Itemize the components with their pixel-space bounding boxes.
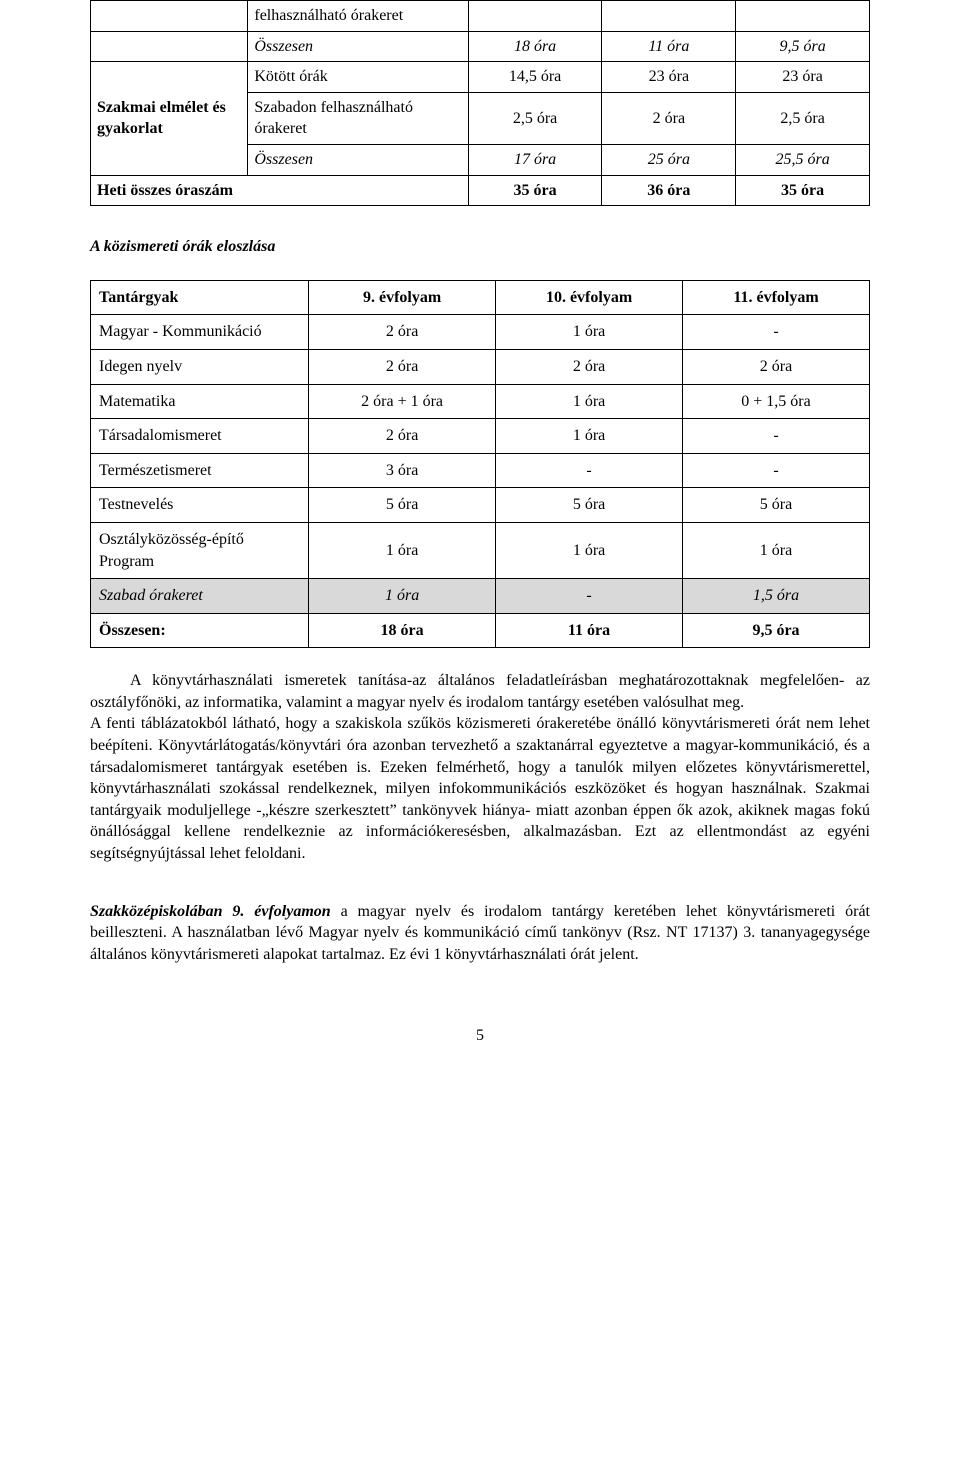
cell-value: 11 óra xyxy=(602,31,736,62)
cell-value: 5 óra xyxy=(683,488,870,523)
col-header: 9. évfolyam xyxy=(309,280,496,315)
body-paragraph-2: A fenti táblázatokból látható, hogy a sz… xyxy=(90,713,870,864)
cell-value: 17 óra xyxy=(468,144,602,175)
cell-value: 35 óra xyxy=(736,175,870,206)
page-number: 5 xyxy=(90,1025,870,1047)
cell-value: 5 óra xyxy=(496,488,683,523)
body-paragraph-3: Szakközépiskolában 9. évfolyamon a magya… xyxy=(90,901,870,966)
cell-value: 3 óra xyxy=(309,453,496,488)
cell-value: 1 óra xyxy=(496,419,683,454)
cell-value: 5 óra xyxy=(309,488,496,523)
subjects-hours-table: Tantárgyak 9. évfolyam 10. évfolyam 11. … xyxy=(90,280,870,649)
cell-value: 1 óra xyxy=(309,579,496,614)
hours-summary-table: felhasználható órakeret Összesen 18 óra … xyxy=(90,0,870,206)
cell-value: 9,5 óra xyxy=(683,613,870,648)
table-row: Testnevelés 5 óra 5 óra 5 óra xyxy=(91,488,870,523)
cell-value: - xyxy=(496,579,683,614)
cell-value: 25 óra xyxy=(602,144,736,175)
table-row: Szakmai elmélet és gyakorlat Kötött órák… xyxy=(91,62,870,93)
cell-row-header: Heti összes óraszám xyxy=(91,175,469,206)
cell-subject: Magyar - Kommunikáció xyxy=(91,315,309,350)
col-header: 10. évfolyam xyxy=(496,280,683,315)
cell-empty xyxy=(91,1,248,32)
cell-value: 2 óra xyxy=(602,92,736,144)
cell-label: felhasználható órakeret xyxy=(248,1,468,32)
cell-value: - xyxy=(496,453,683,488)
cell-value: - xyxy=(683,453,870,488)
cell-subject: Összesen: xyxy=(91,613,309,648)
table-header-row: Tantárgyak 9. évfolyam 10. évfolyam 11. … xyxy=(91,280,870,315)
cell-value: 25,5 óra xyxy=(736,144,870,175)
cell-value: 2 óra + 1 óra xyxy=(309,384,496,419)
cell-value: 36 óra xyxy=(602,175,736,206)
cell-subject: Természetismeret xyxy=(91,453,309,488)
cell-value: 1 óra xyxy=(683,522,870,578)
cell-value: 23 óra xyxy=(736,62,870,93)
cell-value: 14,5 óra xyxy=(468,62,602,93)
table-row: felhasználható órakeret xyxy=(91,1,870,32)
cell-value: 1,5 óra xyxy=(683,579,870,614)
cell-subject: Idegen nyelv xyxy=(91,349,309,384)
table-row: Társadalomismeret 2 óra 1 óra - xyxy=(91,419,870,454)
cell-value: 2 óra xyxy=(496,349,683,384)
cell-value: - xyxy=(683,315,870,350)
cell-subject: Matematika xyxy=(91,384,309,419)
cell-label: Összesen xyxy=(248,31,468,62)
cell-value: 9,5 óra xyxy=(736,31,870,62)
cell-value: 35 óra xyxy=(468,175,602,206)
table-row-free-hours: Szabad órakeret 1 óra - 1,5 óra xyxy=(91,579,870,614)
cell-label: Kötött órák xyxy=(248,62,468,93)
paragraph-lead: Szakközépiskolában 9. évfolyamon xyxy=(90,903,331,920)
table-row-totals: Összesen: 18 óra 11 óra 9,5 óra xyxy=(91,613,870,648)
cell-subject: Osztályközösség-építő Program xyxy=(91,522,309,578)
cell-value: 1 óra xyxy=(496,315,683,350)
cell-value: - xyxy=(683,419,870,454)
cell-subject: Szabad órakeret xyxy=(91,579,309,614)
cell-value: 18 óra xyxy=(309,613,496,648)
col-header: 11. évfolyam xyxy=(683,280,870,315)
cell-label: Szabadon felhasználható órakeret xyxy=(248,92,468,144)
cell-value: 2,5 óra xyxy=(468,92,602,144)
cell-value: 1 óra xyxy=(496,522,683,578)
cell-value: 2 óra xyxy=(309,419,496,454)
cell-value: 2,5 óra xyxy=(736,92,870,144)
cell-subject: Társadalomismeret xyxy=(91,419,309,454)
cell-label: Összesen xyxy=(248,144,468,175)
cell-value xyxy=(602,1,736,32)
table-row: Matematika 2 óra + 1 óra 1 óra 0 + 1,5 ó… xyxy=(91,384,870,419)
cell-value: 11 óra xyxy=(496,613,683,648)
section-title: A közismereti órák eloszlása xyxy=(90,236,870,258)
cell-value: 18 óra xyxy=(468,31,602,62)
cell-value xyxy=(736,1,870,32)
cell-empty xyxy=(91,31,248,62)
col-header: Tantárgyak xyxy=(91,280,309,315)
body-paragraph-1: A könyvtárhasználati ismeretek tanítása-… xyxy=(90,670,870,713)
table-row: Magyar - Kommunikáció 2 óra 1 óra - xyxy=(91,315,870,350)
table-row: Természetismeret 3 óra - - xyxy=(91,453,870,488)
cell-value: 2 óra xyxy=(309,315,496,350)
table-row: Idegen nyelv 2 óra 2 óra 2 óra xyxy=(91,349,870,384)
cell-value xyxy=(468,1,602,32)
cell-subject: Testnevelés xyxy=(91,488,309,523)
cell-value: 23 óra xyxy=(602,62,736,93)
cell-value: 1 óra xyxy=(309,522,496,578)
cell-value: 2 óra xyxy=(683,349,870,384)
cell-value: 1 óra xyxy=(496,384,683,419)
cell-row-header: Szakmai elmélet és gyakorlat xyxy=(91,62,248,175)
table-row: Összesen 18 óra 11 óra 9,5 óra xyxy=(91,31,870,62)
table-row: Heti összes óraszám 35 óra 36 óra 35 óra xyxy=(91,175,870,206)
table-row: Osztályközösség-építő Program 1 óra 1 ór… xyxy=(91,522,870,578)
cell-value: 0 + 1,5 óra xyxy=(683,384,870,419)
cell-value: 2 óra xyxy=(309,349,496,384)
